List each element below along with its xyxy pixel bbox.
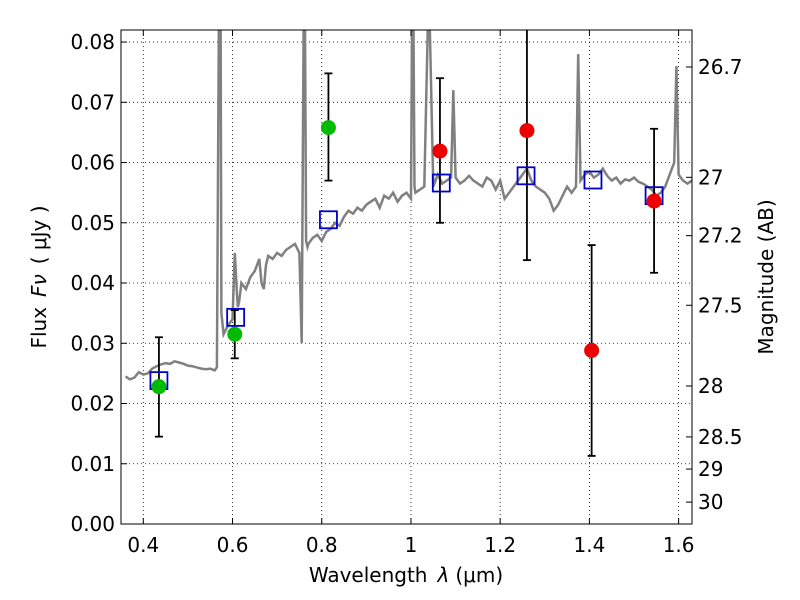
magnitude-tick-label: 28	[698, 374, 723, 398]
red-data-point	[646, 193, 662, 209]
markers	[149, 120, 664, 395]
y-tick-label: 0.00	[70, 512, 115, 536]
model-square-marker	[431, 173, 451, 193]
green-data-point	[227, 326, 243, 342]
magnitude-tick-label: 27	[698, 165, 723, 189]
model-square-marker	[583, 170, 603, 190]
magnitude-axis-label: Magnitude (AB)	[754, 199, 778, 354]
y-tick-label: 0.05	[70, 211, 115, 235]
plot-frame	[120, 29, 693, 525]
magnitude-tick-label: 27.2	[698, 224, 743, 248]
model-square-marker	[516, 166, 536, 186]
x-tick-label: 1.4	[573, 533, 605, 557]
red-data-point	[519, 123, 535, 139]
y-tick-label: 0.08	[70, 30, 115, 54]
red-data-point	[584, 342, 600, 358]
magnitude-tick-label: 26.7	[698, 55, 743, 79]
plot-area	[124, 30, 692, 457]
y-tick-label: 0.06	[70, 151, 115, 175]
x-axis-label: Wavelength λ (μm)	[309, 563, 503, 587]
x-tick-label: 0.6	[217, 533, 249, 557]
model-square-marker	[319, 210, 338, 230]
x-tick-label: 1.6	[663, 533, 695, 557]
y-tick-label: 0.03	[70, 331, 115, 355]
magnitude-tick-label: 28.5	[698, 425, 743, 449]
green-data-point	[151, 379, 167, 395]
y-tick-label: 0.07	[70, 90, 115, 114]
model-square-marker	[226, 307, 246, 327]
x-tick-label: 0.8	[306, 533, 338, 557]
ticks: 0.4 0.6 0.8 1 1.2 1.4 1.6 0.00 0.01 0.02 0.03 0.04 0…	[70, 30, 743, 557]
y-tick-label: 0.02	[70, 392, 115, 416]
x-tick-label: 1	[405, 533, 418, 557]
green-data-point	[320, 120, 336, 136]
x-tick-label: 0.4	[127, 533, 159, 557]
magnitude-tick-label: 29	[698, 457, 723, 481]
y-tick-label: 0.04	[70, 271, 115, 295]
y-tick-label: 0.01	[70, 452, 115, 476]
x-tick-label: 1.2	[484, 533, 516, 557]
magnitude-tick-label: 30	[698, 490, 723, 514]
y-axis-label: FluxFν( μJy )	[27, 205, 51, 348]
magnitude-tick-label: 27.5	[698, 293, 743, 317]
red-data-point	[432, 143, 448, 159]
